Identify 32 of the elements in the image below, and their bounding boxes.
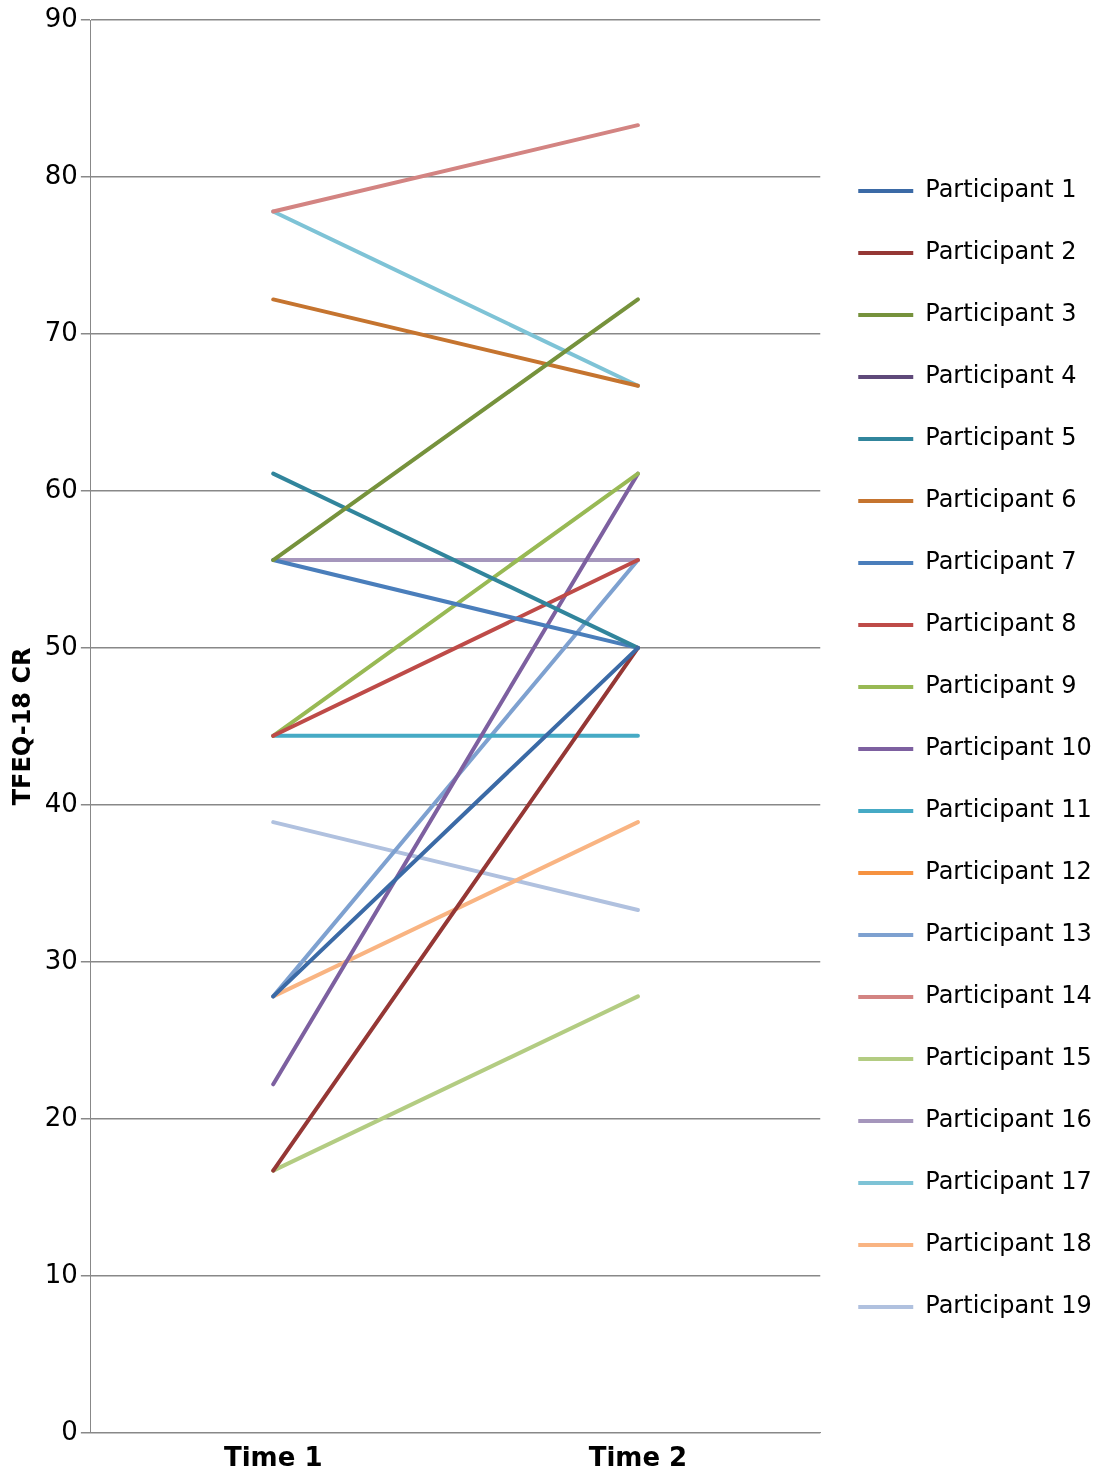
- legend-label: Participant 10: [925, 733, 1092, 762]
- legend-label: Participant 15: [925, 1043, 1092, 1072]
- legend-label: Participant 18: [925, 1229, 1092, 1258]
- x-tick-label: Time 2: [588, 1442, 688, 1473]
- legend-label: Participant 13: [925, 919, 1092, 948]
- legend-label: Participant 3: [925, 299, 1077, 328]
- y-tick-label: 90: [44, 2, 78, 33]
- y-tick-label: 30: [44, 944, 78, 975]
- legend-label: Participant 17: [925, 1167, 1092, 1196]
- legend-label: Participant 5: [925, 423, 1077, 452]
- y-tick-label: 20: [44, 1101, 78, 1132]
- legend-label: Participant 8: [925, 609, 1077, 638]
- y-tick-label: 10: [44, 1258, 78, 1289]
- legend-label: Participant 9: [925, 671, 1077, 700]
- legend-label: Participant 4: [925, 361, 1077, 390]
- y-tick-label: 70: [44, 316, 78, 347]
- legend-label: Participant 2: [925, 237, 1077, 266]
- legend-label: Participant 1: [925, 175, 1077, 204]
- legend-label: Participant 14: [925, 981, 1092, 1010]
- y-axis-title: TFEQ-18 CR: [7, 647, 36, 806]
- y-tick-label: 60: [44, 473, 78, 504]
- legend-label: Participant 19: [925, 1291, 1092, 1320]
- legend-label: Participant 16: [925, 1105, 1092, 1134]
- legend-label: Participant 12: [925, 857, 1092, 886]
- legend-label: Participant 7: [925, 547, 1077, 576]
- x-tick-label: Time 1: [223, 1442, 323, 1473]
- legend-label: Participant 11: [925, 795, 1092, 824]
- y-tick-label: 0: [61, 1415, 78, 1446]
- y-tick-label: 80: [44, 159, 78, 190]
- legend-label: Participant 6: [925, 485, 1077, 514]
- y-tick-label: 40: [44, 787, 78, 818]
- y-tick-label: 50: [44, 630, 78, 661]
